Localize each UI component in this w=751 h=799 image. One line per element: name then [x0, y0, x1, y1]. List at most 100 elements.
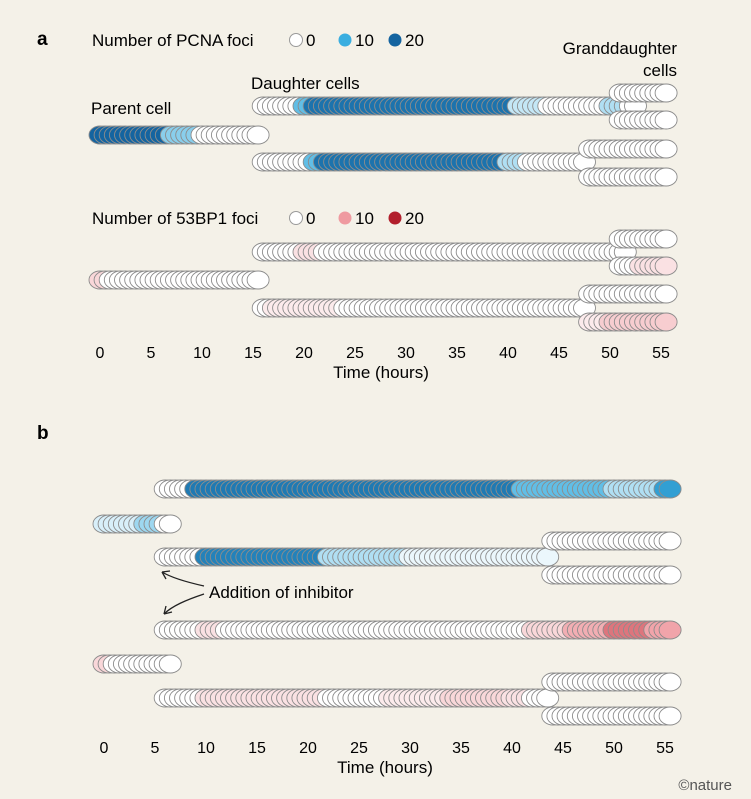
pcna-legend-label-20: 20	[405, 31, 424, 50]
x-tick-label: 40	[503, 740, 521, 757]
bead-pcna	[654, 83, 678, 103]
inhibitor-arrow-2	[163, 593, 205, 615]
x-tick-label: 10	[193, 345, 211, 362]
x-tick-label: 0	[100, 740, 109, 757]
x-tick-label: 15	[248, 740, 266, 757]
bead-pcna	[158, 514, 182, 534]
track-b-pcna-granddaughter-2a	[541, 531, 682, 551]
bp-legend: Number of 53BP1 foci 0 10 20	[92, 209, 424, 228]
bp-legend-title: Number of 53BP1 foci	[92, 209, 258, 228]
track-b-53bp1-daughter-1	[153, 620, 682, 640]
bead-pcna	[536, 547, 560, 567]
bead-53bp1	[536, 688, 560, 708]
x-axis-a-title: Time (hours)	[333, 363, 429, 382]
bead-53bp1	[658, 672, 682, 692]
bp-legend-label-0: 0	[306, 209, 315, 228]
x-tick-label: 5	[151, 740, 160, 757]
bp-legend-label-20: 20	[405, 209, 424, 228]
nature-credit: ©nature	[678, 777, 732, 794]
inhibitor-arrow-1	[161, 571, 205, 587]
x-tick-label: 15	[244, 345, 262, 362]
track-b-53bp1-granddaughter-2a	[541, 672, 682, 692]
x-tick-label: 30	[401, 740, 419, 757]
x-tick-label: 30	[397, 345, 415, 362]
granddaughter-label-line1: Granddaughter	[563, 39, 678, 58]
bead-pcna	[654, 167, 678, 187]
bead-pcna	[658, 565, 682, 585]
x-tick-label: 35	[448, 345, 466, 362]
x-tick-label: 20	[299, 740, 317, 757]
bead-53bp1	[246, 270, 270, 290]
track-b-pcna-daughter-2	[153, 547, 560, 567]
x-tick-label: 5	[147, 345, 156, 362]
track-a-53bp1-granddaughter-2b	[578, 312, 678, 332]
bp-legend-swatch-20	[388, 211, 402, 225]
track-a-pcna-granddaughter-2a	[578, 139, 678, 159]
x-tick-label: 25	[350, 740, 368, 757]
track-a-53bp1-granddaughter-1b	[608, 256, 678, 276]
pcna-legend-title: Number of PCNA foci	[92, 31, 254, 50]
bead-pcna	[658, 531, 682, 551]
track-a-pcna-parent	[88, 125, 270, 145]
bead-53bp1	[658, 706, 682, 726]
x-tick-label: 45	[550, 345, 568, 362]
track-b-pcna-granddaughter-2b	[541, 565, 682, 585]
bead-pcna	[654, 139, 678, 159]
bp-legend-label-10: 10	[355, 209, 374, 228]
x-tick-label: 55	[656, 740, 674, 757]
bead-pcna	[654, 110, 678, 130]
track-a-53bp1-daughter-1	[251, 242, 637, 262]
bead-53bp1	[654, 229, 678, 249]
track-a-pcna-granddaughter-1b	[608, 110, 678, 130]
cell-tracks	[88, 83, 682, 726]
inhibitor-annotation: Addition of inhibitor	[161, 570, 354, 615]
track-b-53bp1-parent	[92, 654, 182, 674]
bp-legend-swatch-10	[338, 211, 352, 225]
bead-53bp1	[654, 256, 678, 276]
track-b-53bp1-granddaughter-2b	[541, 706, 682, 726]
track-a-pcna-granddaughter-2b	[578, 167, 678, 187]
inhibitor-arrowhead-2	[163, 605, 173, 615]
pcna-legend-swatch-0	[289, 33, 303, 47]
pcna-legend-label-0: 0	[306, 31, 315, 50]
track-b-pcna-daughter-1	[153, 479, 682, 499]
bead-53bp1	[658, 620, 682, 640]
x-axis-b: 0 5 10 15 20 25 30 35 40 45 50 55	[100, 740, 674, 757]
inhibitor-arrowhead-1	[161, 570, 171, 580]
bead-53bp1	[654, 284, 678, 304]
track-a-53bp1-parent	[88, 270, 270, 290]
x-tick-label: 55	[652, 345, 670, 362]
x-tick-label: 50	[605, 740, 623, 757]
pcna-legend-swatch-10	[338, 33, 352, 47]
x-tick-label: 50	[601, 345, 619, 362]
track-a-53bp1-granddaughter-2a	[578, 284, 678, 304]
track-b-pcna-parent	[92, 514, 182, 534]
x-tick-label: 20	[295, 345, 313, 362]
bead-pcna	[246, 125, 270, 145]
inhibitor-label: Addition of inhibitor	[209, 583, 354, 602]
track-a-pcna-daughter-2	[251, 152, 596, 172]
bead-53bp1	[158, 654, 182, 674]
track-a-53bp1-granddaughter-1a	[608, 229, 678, 249]
track-a-pcna-daughter-1	[251, 96, 647, 116]
panel-b-label: b	[37, 423, 49, 444]
panel-a-label: a	[37, 29, 48, 50]
track-a-pcna-granddaughter-1a	[608, 83, 678, 103]
x-tick-label: 40	[499, 345, 517, 362]
x-tick-label: 0	[96, 345, 105, 362]
x-axis-a: 0 5 10 15 20 25 30 35 40 45 50 55	[96, 345, 670, 362]
bead-pcna	[658, 479, 682, 499]
parent-cell-label: Parent cell	[91, 99, 171, 118]
bead-53bp1	[654, 312, 678, 332]
x-tick-label: 35	[452, 740, 470, 757]
x-tick-label: 25	[346, 345, 364, 362]
pcna-legend-swatch-20	[388, 33, 402, 47]
granddaughter-label-line2: cells	[643, 61, 677, 80]
daughter-cells-label: Daughter cells	[251, 74, 360, 93]
x-axis-b-title: Time (hours)	[337, 758, 433, 777]
pcna-legend: Number of PCNA foci 0 10 20	[92, 31, 424, 50]
bp-legend-swatch-0	[289, 211, 303, 225]
x-tick-label: 10	[197, 740, 215, 757]
x-tick-label: 45	[554, 740, 572, 757]
